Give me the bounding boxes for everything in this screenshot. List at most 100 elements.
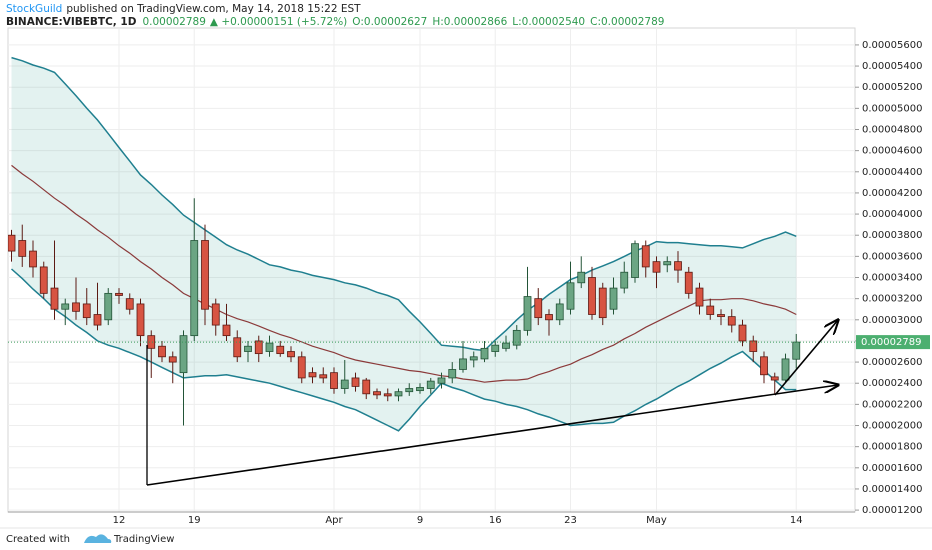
candle-body bbox=[394, 391, 403, 397]
candle-body bbox=[405, 388, 414, 393]
y-tick-label: 0.00003200 bbox=[862, 294, 922, 305]
y-tick-label: 0.00004000 bbox=[862, 209, 922, 220]
candle-body bbox=[792, 341, 801, 360]
ohlc-high: H:0.00002866 bbox=[432, 16, 507, 28]
arrow bbox=[774, 320, 838, 396]
candle-body bbox=[717, 314, 725, 318]
candle-body bbox=[190, 240, 199, 337]
y-tick-label: 0.00003400 bbox=[862, 273, 922, 284]
y-tick-label: 0.00003000 bbox=[862, 315, 922, 326]
candle-body bbox=[254, 340, 263, 355]
candle-body bbox=[641, 245, 650, 268]
candle-body bbox=[362, 379, 371, 395]
candle-body bbox=[308, 372, 317, 378]
footer-text: Created with bbox=[6, 534, 70, 545]
x-tick-label: 23 bbox=[564, 515, 577, 526]
candle-body bbox=[222, 324, 231, 337]
candle-body bbox=[674, 261, 682, 271]
candle-body bbox=[244, 345, 252, 352]
candle-body bbox=[770, 376, 779, 381]
candle-body bbox=[609, 287, 618, 310]
candle-body bbox=[233, 337, 242, 358]
candle-body bbox=[50, 287, 59, 310]
x-tick-label: 12 bbox=[113, 515, 126, 526]
candle-body bbox=[663, 261, 672, 266]
publisher: StockGuild bbox=[6, 3, 62, 15]
candle-body bbox=[373, 391, 381, 396]
y-tick-label: 0.00003800 bbox=[862, 230, 922, 241]
x-tick-label: 9 bbox=[417, 515, 423, 526]
price-label: 0.00002789 bbox=[861, 337, 921, 348]
y-tick-label: 0.00004600 bbox=[862, 146, 922, 157]
ohlc-open: O:0.00002627 bbox=[352, 16, 427, 28]
y-tick-label: 0.00005600 bbox=[862, 40, 922, 51]
candle-body bbox=[652, 261, 661, 273]
candle-body bbox=[426, 380, 435, 389]
footer-brand: TradingView bbox=[113, 534, 174, 545]
candle-body bbox=[179, 335, 188, 374]
y-tick-label: 0.00001800 bbox=[862, 442, 922, 453]
candle-body bbox=[760, 356, 768, 376]
x-tick-label: 14 bbox=[790, 515, 803, 526]
y-tick-label: 0.00004400 bbox=[862, 167, 922, 178]
drawings bbox=[146, 320, 838, 486]
candle-body bbox=[491, 344, 500, 352]
trendline bbox=[146, 385, 838, 486]
x-tick-label: May bbox=[646, 515, 667, 526]
plot-area bbox=[8, 28, 855, 512]
y-tick-label: 0.00002600 bbox=[862, 357, 922, 368]
candle-body bbox=[620, 271, 629, 289]
candle-body bbox=[39, 266, 48, 294]
candle-body bbox=[502, 342, 510, 349]
x-tick-label: Apr bbox=[325, 515, 343, 526]
candle-body bbox=[749, 340, 758, 352]
candle-body bbox=[781, 358, 790, 381]
band-line bbox=[11, 268, 797, 432]
y-tick-label: 0.00001200 bbox=[862, 505, 922, 516]
candle-body bbox=[545, 314, 553, 321]
y-tick-label: 0.00001600 bbox=[862, 463, 922, 474]
candle-body bbox=[416, 387, 424, 392]
y-tick-label: 0.00005400 bbox=[862, 61, 922, 72]
candle-body bbox=[29, 250, 37, 268]
candle-body bbox=[104, 292, 113, 321]
band-line bbox=[11, 56, 797, 352]
candle-body bbox=[566, 282, 575, 310]
candle-body bbox=[330, 372, 338, 389]
candle-body bbox=[727, 316, 736, 326]
y-tick-label: 0.00004800 bbox=[862, 124, 922, 135]
price-label-box bbox=[856, 335, 930, 350]
candle-body bbox=[534, 298, 543, 319]
candle-body bbox=[512, 329, 521, 346]
band-line bbox=[11, 164, 797, 383]
ohlc-close: C:0.00002789 bbox=[590, 16, 664, 28]
candle-body bbox=[287, 351, 295, 358]
candle-body bbox=[383, 393, 392, 397]
candle-body bbox=[265, 342, 274, 352]
candle-body bbox=[168, 356, 177, 363]
candle-body bbox=[577, 271, 586, 284]
candle-body bbox=[340, 379, 349, 389]
candle-body bbox=[555, 303, 564, 321]
candle-body bbox=[598, 287, 607, 319]
candle-body bbox=[82, 303, 91, 319]
y-tick-label: 0.00003600 bbox=[862, 251, 922, 262]
axes: 0.00001200 0.00001400 0.00001600 0.00001800… bbox=[8, 40, 930, 526]
candle-body bbox=[448, 369, 457, 379]
y-tick-label: 0.00005200 bbox=[862, 82, 922, 93]
candle-body bbox=[695, 287, 704, 307]
candle-body bbox=[319, 374, 328, 379]
candle-body bbox=[61, 303, 70, 310]
candle-body bbox=[18, 240, 27, 257]
candle-body bbox=[158, 345, 166, 358]
candle-body bbox=[201, 240, 209, 310]
candle-body bbox=[147, 335, 156, 349]
candle-body bbox=[437, 377, 446, 384]
candle-body bbox=[276, 345, 285, 355]
candle-body bbox=[115, 292, 123, 296]
publisher-text: published on TradingView.com, May 14, 20… bbox=[66, 3, 361, 15]
x-tick-label: 19 bbox=[188, 515, 201, 526]
candle-body bbox=[588, 277, 596, 315]
candle-body bbox=[684, 271, 693, 294]
y-tick-label: 0.00005000 bbox=[862, 103, 922, 114]
